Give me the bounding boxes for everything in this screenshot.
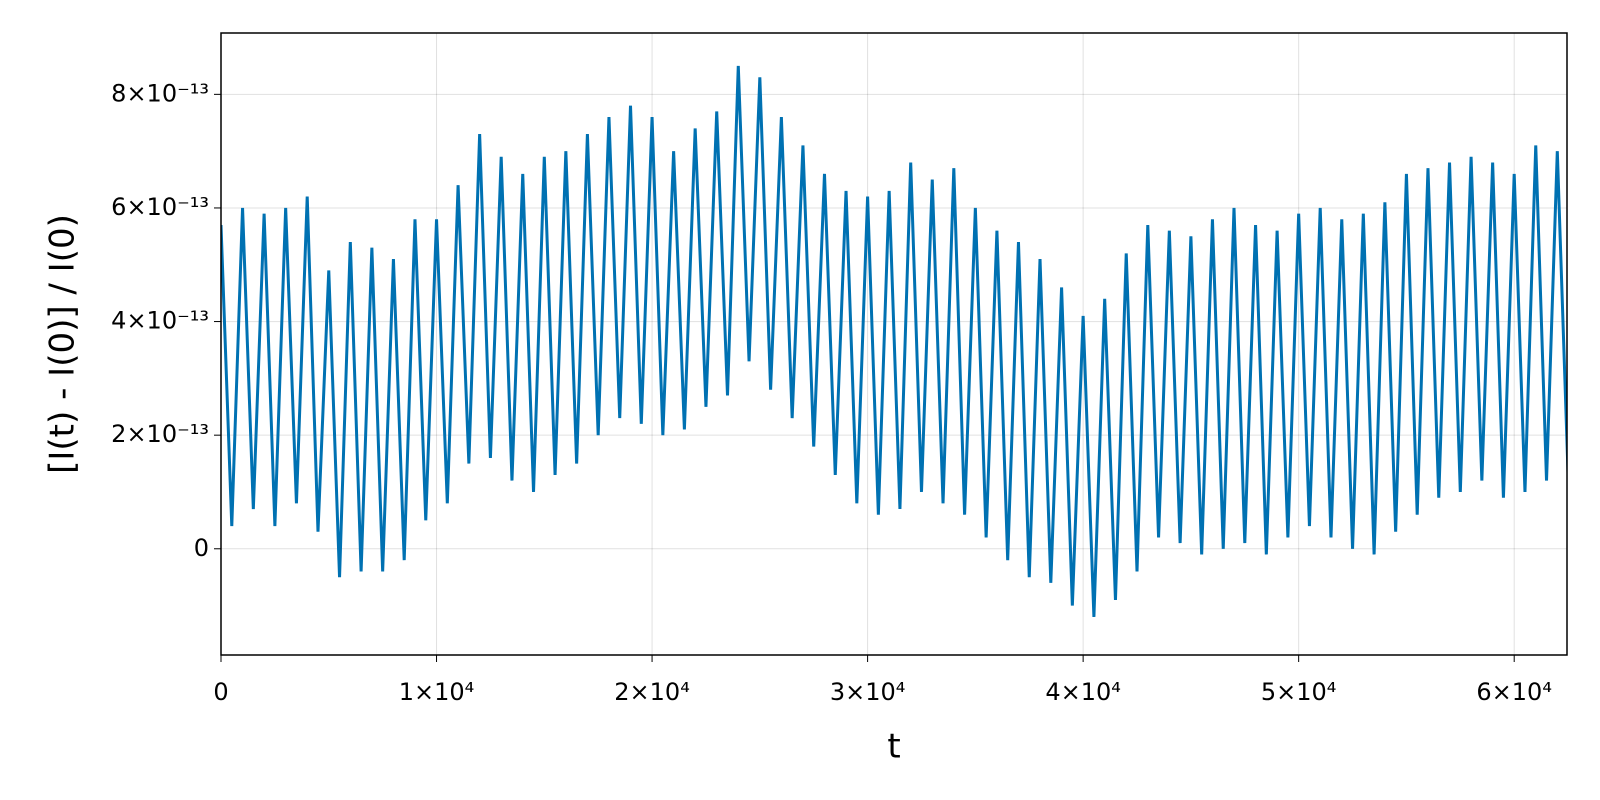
x-tick-label: 6×10⁴	[1476, 678, 1552, 706]
y-tick-label: 0	[194, 534, 209, 562]
data-line	[221, 65, 1567, 617]
y-axis-label: [I(t) - I(0)] / I(0)	[43, 214, 83, 474]
plot-frame	[220, 32, 1568, 656]
y-tick-label: 4×10⁻¹³	[111, 307, 209, 335]
x-tick-label: 2×10⁴	[614, 678, 690, 706]
x-tick-label: 5×10⁴	[1261, 678, 1337, 706]
x-tick-label: 1×10⁴	[399, 678, 475, 706]
y-tick-label: 2×10⁻¹³	[111, 420, 209, 448]
x-tick-label: 0	[213, 678, 228, 706]
y-tick-label: 6×10⁻¹³	[111, 193, 209, 221]
x-tick-label: 4×10⁴	[1045, 678, 1121, 706]
x-axis-label: t	[887, 727, 900, 767]
y-tick-label: 8×10⁻¹³	[111, 79, 209, 107]
x-tick-label: 3×10⁴	[830, 678, 906, 706]
